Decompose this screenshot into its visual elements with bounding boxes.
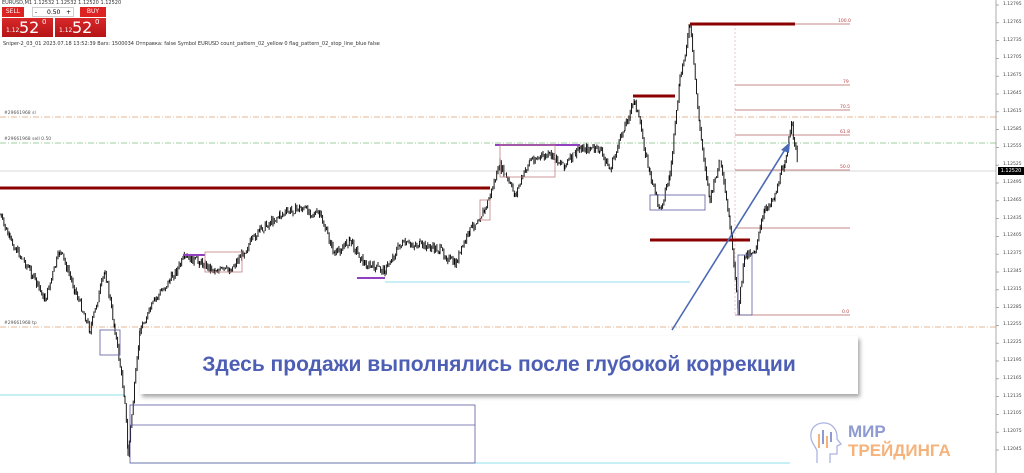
order-sell-label: #29661968 sell 0.50 (4, 137, 52, 142)
zone-rectangle (129, 404, 476, 464)
pattern-rectangle (99, 329, 121, 356)
y-tick-label: 1.12345 (1003, 269, 1022, 274)
buy-button[interactable]: BUY (80, 7, 106, 17)
lot-minus-button[interactable]: - (35, 9, 38, 16)
y-tick-label: 1.12435 (1003, 215, 1022, 221)
y-tick-label: 1.12735 (1003, 37, 1022, 43)
y-tick-label: 1.12195 (1003, 358, 1022, 363)
logo-line2: ТРЕЙДИНГА (848, 441, 951, 460)
order-sl-label: #29661968 sl (4, 111, 36, 116)
buy-price-big: 52 (72, 18, 93, 37)
current-price-label: 1.12520 (998, 167, 1024, 175)
y-tick-label: 1.12375 (1003, 251, 1022, 257)
y-tick-label: 1.12075 (1003, 429, 1022, 435)
y-tick-label: 1.12765 (1003, 19, 1022, 25)
sell-button[interactable]: SELL (2, 7, 24, 17)
head-chart-logo-icon (810, 422, 843, 463)
sell-price-sup: 0 (42, 18, 47, 26)
y-tick-label: 1.12165 (1003, 375, 1022, 381)
y-tick-label: 1.12675 (1003, 73, 1022, 79)
y-tick-label: 1.12555 (1003, 144, 1022, 150)
y-tick-label: 1.12645 (1003, 91, 1022, 96)
sell-price[interactable]: 1.12 52 0 (2, 18, 53, 37)
y-tick-label: 1.12045 (1003, 447, 1022, 452)
y-tick-label: 1.12405 (1003, 233, 1022, 239)
pattern-rectangle (479, 199, 491, 221)
chart-header: EURUSD,M1 1.12532 1.12532 1.12520 1.1252… (2, 0, 122, 6)
y-tick-label: 1.12225 (1003, 340, 1022, 346)
lot-stepper[interactable]: - 0.50 + (32, 7, 74, 17)
fib-label-79: 79 (843, 80, 849, 85)
fib-label-70-5: 70.5 (840, 105, 851, 110)
order-tp-label: #29661968 tp (4, 321, 37, 326)
lot-plus-button[interactable]: + (65, 9, 71, 16)
buy-price-sup: 0 (95, 18, 100, 26)
y-tick-label: 1.12465 (1003, 197, 1022, 203)
y-tick-label: 1.12315 (1003, 286, 1022, 292)
annotation-arrow (671, 147, 787, 331)
y-tick-label: 1.12255 (1003, 322, 1022, 328)
y-tick-label: 1.12525 (1003, 162, 1022, 168)
pattern-rectangle (737, 254, 753, 316)
one-click-trading-panel: SELL - 0.50 + BUY 1.12 52 0 1.12 52 0 (2, 7, 106, 37)
fib-label-50: 50.0 (840, 165, 851, 170)
caption-banner: Здесь продажи выполнялись после глубокой… (140, 336, 858, 394)
indicator-info-line: Sniper-2_03_01 2023.07.18 13:52:39 Bars:… (3, 41, 380, 47)
y-tick-label: 1.12285 (1003, 304, 1022, 310)
buy-price-small: 1.12 (59, 27, 73, 34)
buy-price[interactable]: 1.12 52 0 (55, 18, 106, 37)
lot-input[interactable]: 0.50 (47, 9, 61, 16)
sell-price-small: 1.12 (6, 27, 20, 34)
y-tick-label: 1.12135 (1003, 393, 1022, 399)
arrow-head-icon (781, 142, 790, 153)
y-tick-label: 1.12105 (1003, 411, 1022, 417)
y-tick-label: 1.12495 (1003, 180, 1022, 185)
y-tick-label: 1.12585 (1003, 126, 1022, 132)
fib-label-0: 0.0 (842, 310, 850, 315)
logo: МИР ТРЕЙДИНГА (808, 420, 978, 465)
y-tick-label: 1.12615 (1003, 108, 1022, 114)
pattern-rectangle (499, 144, 556, 178)
pattern-rectangle (204, 251, 243, 273)
logo-line1: МИР (848, 422, 886, 441)
fib-label-61-8: 61.8 (840, 130, 851, 135)
y-tick-label: 1.12705 (1003, 55, 1022, 61)
fib-label-100: 100.0 (838, 19, 851, 24)
y-tick-label: 1.12795 (1003, 2, 1022, 7)
sell-price-big: 52 (19, 18, 40, 37)
pattern-rectangle (649, 194, 706, 211)
